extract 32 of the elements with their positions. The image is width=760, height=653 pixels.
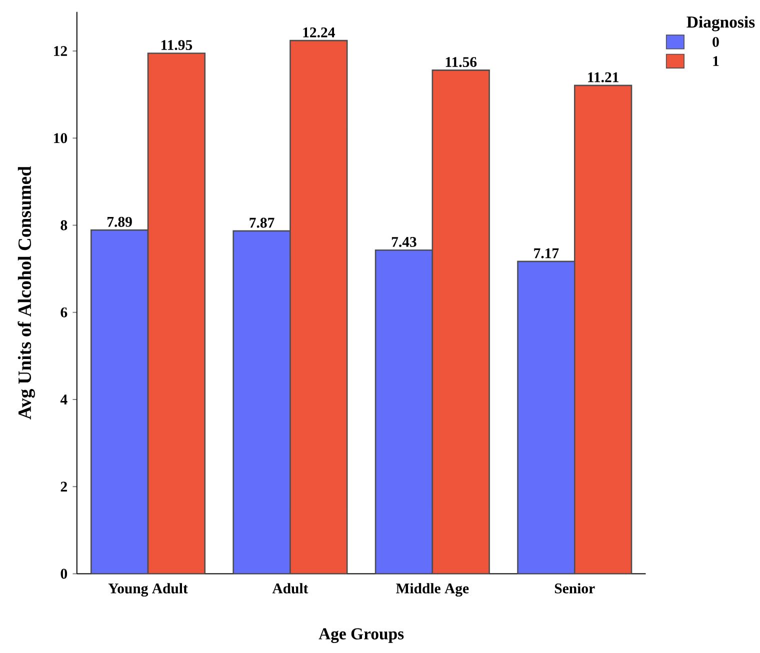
bar [517, 260, 576, 574]
data-label: 7.17 [534, 248, 559, 258]
y-tick-label: 2 [60, 482, 67, 492]
bar [290, 40, 348, 574]
x-tick-label: Young Adult [108, 583, 188, 597]
x-tick-label: Adult [272, 583, 308, 594]
legend-title: Diagnosis [686, 16, 755, 32]
y-tick-label: 4 [60, 394, 68, 405]
x-tick-label: Senior [554, 583, 595, 594]
bar [232, 230, 291, 574]
y-tick-label: 0 [60, 568, 68, 579]
y-tick-label: 8 [60, 220, 68, 230]
y-axis-title: Avg Units of Alcohol Consumed [18, 166, 35, 420]
bar [90, 230, 149, 574]
bar [147, 52, 206, 574]
bar [432, 70, 490, 574]
x-axis-title: Age Groups [318, 628, 404, 644]
x-tick-label: Middle Age [396, 583, 469, 597]
y-tick-label: 10 [54, 133, 68, 144]
data-label: 7.89 [108, 217, 132, 228]
data-label: 12.24 [303, 28, 335, 38]
y-tick-label: 6 [60, 308, 68, 318]
bar [374, 250, 434, 574]
data-label: 11.56 [446, 57, 477, 68]
legend-label: 0 [712, 37, 719, 48]
legend-label: 1 [713, 56, 719, 66]
data-label: 7.43 [392, 237, 416, 248]
y-tick-label: 12 [54, 46, 67, 56]
data-label: 7.87 [250, 218, 274, 228]
data-label: 11.95 [161, 40, 192, 50]
bar [574, 84, 632, 574]
data-label: 11.21 [588, 72, 618, 82]
